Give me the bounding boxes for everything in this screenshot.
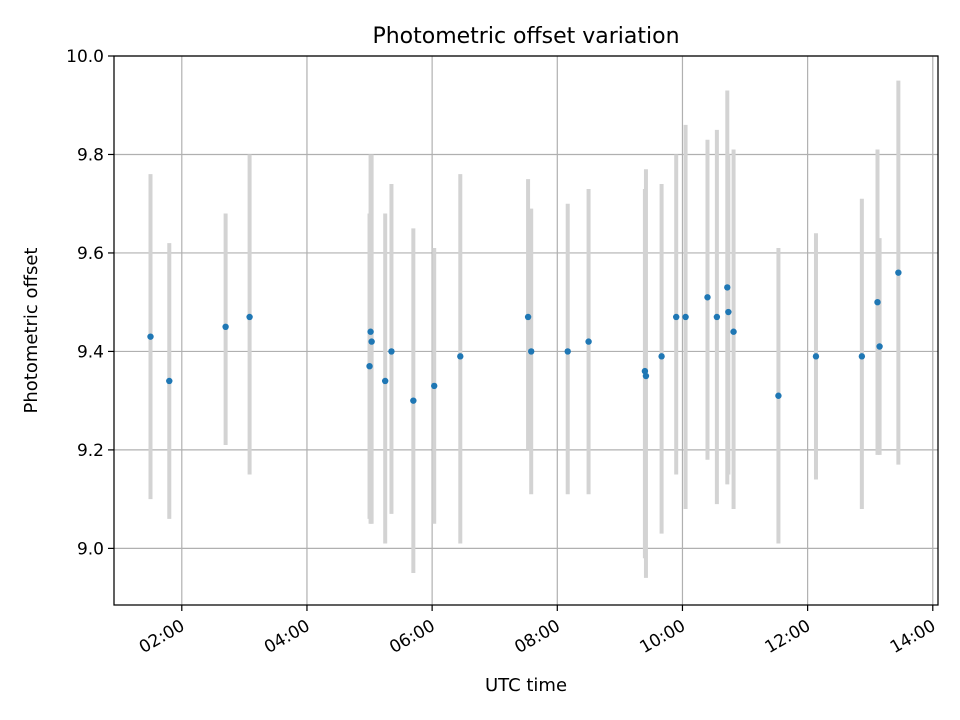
data-point (672, 313, 680, 321)
data-point (725, 308, 732, 316)
data-point (585, 338, 592, 345)
data-point (366, 362, 373, 370)
data-point (775, 392, 782, 399)
data-point (682, 313, 689, 321)
data-point (410, 397, 417, 404)
data-point (381, 377, 389, 385)
error-bars (148, 80, 901, 578)
data-point (166, 377, 173, 385)
data-point (246, 313, 253, 321)
data-point (704, 294, 711, 301)
chart-title: Photometric offset variation (372, 24, 679, 49)
data-point (388, 348, 395, 355)
x-axis-ticks: 02:00 04:00 06:00 08:00 10:00 12:00 14:00 (136, 605, 939, 658)
data-point (368, 338, 375, 345)
y-tick-label: 9.2 (77, 441, 104, 461)
y-axis-label: Photometric offset (21, 248, 42, 414)
data-point (713, 313, 721, 321)
data-point (812, 353, 820, 360)
data-point (895, 269, 902, 276)
x-tick-label: 12:00 (762, 616, 814, 658)
data-point (528, 348, 535, 355)
y-tick-label: 9.8 (77, 145, 104, 165)
x-axis-label: UTC time (485, 675, 567, 696)
x-tick-label: 06:00 (386, 616, 438, 658)
y-tick-label: 9.4 (77, 342, 104, 362)
data-point (147, 333, 154, 340)
data-point (876, 343, 883, 350)
data-point (457, 353, 464, 360)
plot-frame (113, 55, 939, 606)
data-point (724, 284, 731, 291)
data-point (524, 313, 532, 321)
y-tick-label: 9.0 (77, 539, 104, 559)
x-tick-label: 14:00 (887, 616, 939, 658)
x-tick-label: 10:00 (637, 616, 689, 658)
data-point (222, 323, 229, 331)
data-point (858, 353, 866, 360)
data-point (874, 298, 881, 306)
data-point (730, 328, 737, 335)
data-point (564, 348, 571, 355)
x-tick-label: 08:00 (511, 616, 563, 658)
x-tick-label: 02:00 (136, 616, 188, 658)
y-tick-label: 10.0 (66, 47, 104, 67)
data-point (431, 382, 438, 390)
data-points (147, 269, 902, 404)
data-point (641, 367, 649, 375)
data-point (642, 372, 650, 380)
data-point (658, 353, 665, 360)
y-tick-label: 9.6 (77, 244, 104, 264)
y-axis-ticks: 9.0 9.2 9.4 9.6 9.8 10.0 (66, 47, 114, 559)
x-tick-label: 04:00 (261, 616, 313, 658)
data-point (367, 328, 374, 335)
